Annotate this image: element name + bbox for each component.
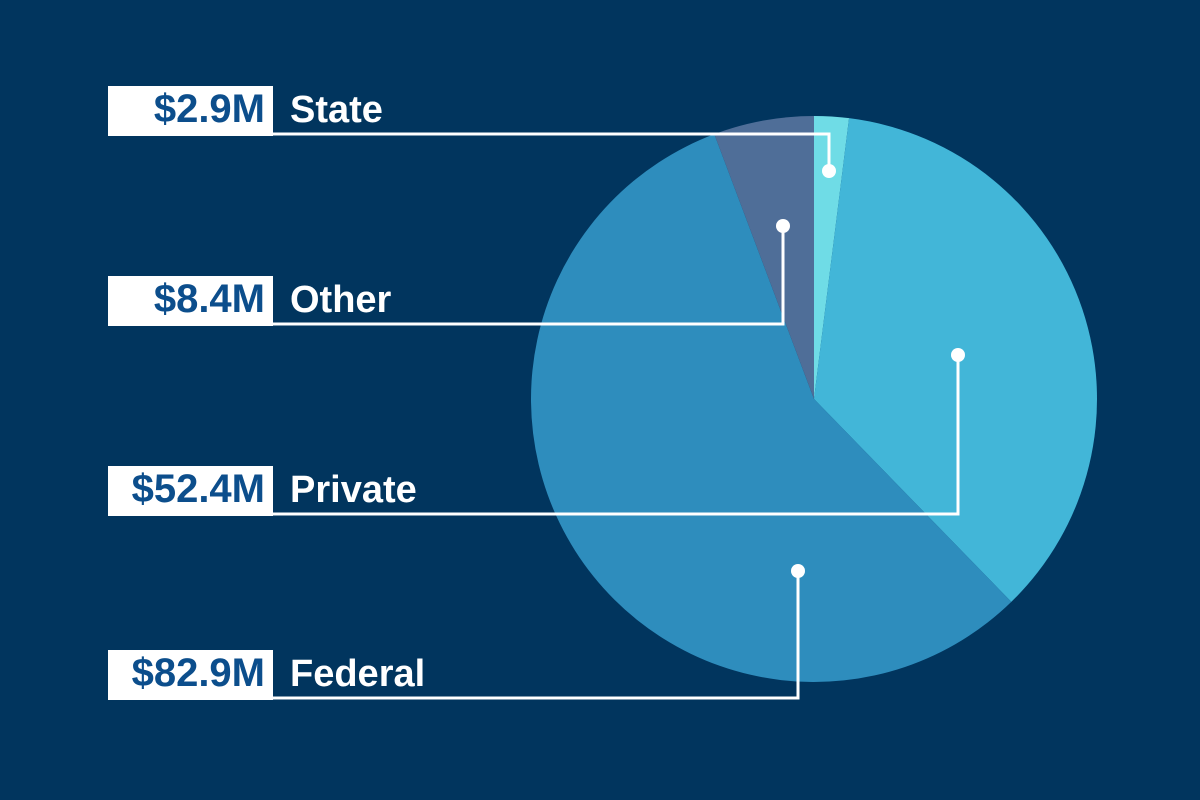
slice-labels: $2.9M State $8.4M Other $52.4M Private $82.9M F… [108,86,425,700]
value-label-state: $2.9M [154,87,265,131]
leader-dot-state [822,164,836,178]
value-box-state [108,86,273,136]
value-label-private: $52.4M [132,467,265,511]
leader-line-private [273,355,960,516]
value-box-federal [108,650,273,700]
value-label-federal: $82.9M [132,651,265,695]
leader-dot-other [776,219,790,233]
category-label-federal: Federal [290,653,425,695]
leader-dot-private [951,348,965,362]
pie-slice-other [714,116,814,399]
leader-dot-federal [791,564,805,578]
leader-line-federal [273,571,800,700]
value-box-other [108,276,273,326]
leader-lines [273,132,965,700]
category-label-private: Private [290,469,417,511]
category-label-state: State [290,89,383,131]
pie-slice-federal [531,134,1012,682]
category-label-other: Other [290,279,392,321]
leader-line-state [273,132,831,171]
value-label-other: $8.4M [154,277,265,321]
leader-line-other [273,226,785,326]
value-box-private [108,466,273,516]
pie-slices [531,116,1097,682]
pie-slice-state [814,116,850,399]
